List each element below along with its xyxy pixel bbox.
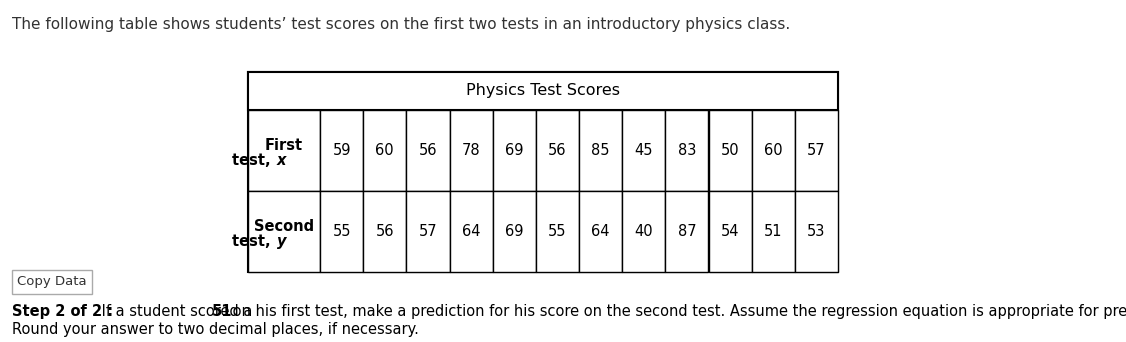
Bar xyxy=(623,110,665,191)
Text: Step 2 of 2 :: Step 2 of 2 : xyxy=(12,304,118,319)
Text: Physics Test Scores: Physics Test Scores xyxy=(466,83,620,98)
Text: 54: 54 xyxy=(721,224,740,239)
Bar xyxy=(708,191,752,272)
Text: 87: 87 xyxy=(678,224,696,239)
Text: If a student scored a: If a student scored a xyxy=(97,304,257,319)
Bar xyxy=(623,191,665,272)
Bar xyxy=(665,110,708,191)
Text: 55: 55 xyxy=(332,224,351,239)
Text: 57: 57 xyxy=(419,224,437,239)
Text: 60: 60 xyxy=(375,143,394,158)
Text: 78: 78 xyxy=(462,143,481,158)
Bar xyxy=(752,110,795,191)
Text: 69: 69 xyxy=(504,224,524,239)
Bar xyxy=(248,72,838,272)
Bar xyxy=(364,191,406,272)
Text: 51: 51 xyxy=(765,224,783,239)
Bar xyxy=(536,191,579,272)
Text: x: x xyxy=(277,153,286,168)
Text: 85: 85 xyxy=(591,143,610,158)
Text: on his first test, make a prediction for his score on the second test. Assume th: on his first test, make a prediction for… xyxy=(227,304,1126,319)
Text: test,: test, xyxy=(232,153,276,168)
Text: The following table shows students’ test scores on the first two tests in an int: The following table shows students’ test… xyxy=(12,17,790,32)
Text: 55: 55 xyxy=(548,224,566,239)
Text: 56: 56 xyxy=(548,143,566,158)
Text: y: y xyxy=(277,234,286,249)
Bar xyxy=(364,110,406,191)
Bar xyxy=(449,110,493,191)
Bar xyxy=(493,191,536,272)
Bar xyxy=(449,191,493,272)
Bar xyxy=(708,110,752,191)
Text: 40: 40 xyxy=(634,224,653,239)
Bar xyxy=(248,72,838,110)
Bar xyxy=(795,110,838,191)
Bar xyxy=(795,191,838,272)
Text: 59: 59 xyxy=(332,143,351,158)
Text: 56: 56 xyxy=(419,143,437,158)
Text: 50: 50 xyxy=(721,143,740,158)
Text: Second: Second xyxy=(254,219,314,234)
Text: Copy Data: Copy Data xyxy=(17,276,87,289)
Bar xyxy=(406,191,449,272)
Text: 64: 64 xyxy=(591,224,610,239)
Bar xyxy=(248,110,320,191)
Bar xyxy=(320,110,364,191)
Bar xyxy=(406,110,449,191)
Bar xyxy=(248,191,320,272)
Text: 69: 69 xyxy=(504,143,524,158)
Text: 60: 60 xyxy=(763,143,783,158)
Bar xyxy=(320,191,364,272)
Text: First: First xyxy=(265,138,303,153)
Text: 57: 57 xyxy=(807,143,825,158)
Bar xyxy=(579,191,623,272)
Bar xyxy=(493,110,536,191)
Text: 56: 56 xyxy=(375,224,394,239)
Bar xyxy=(665,191,708,272)
Bar xyxy=(579,110,623,191)
Text: 45: 45 xyxy=(634,143,653,158)
Bar xyxy=(752,191,795,272)
Text: test,: test, xyxy=(232,234,276,249)
Text: 51: 51 xyxy=(212,304,232,319)
Text: 53: 53 xyxy=(807,224,825,239)
Text: Round your answer to two decimal places, if necessary.: Round your answer to two decimal places,… xyxy=(12,322,419,337)
Bar xyxy=(536,110,579,191)
Text: 83: 83 xyxy=(678,143,696,158)
Text: 64: 64 xyxy=(462,224,481,239)
Bar xyxy=(12,270,92,294)
